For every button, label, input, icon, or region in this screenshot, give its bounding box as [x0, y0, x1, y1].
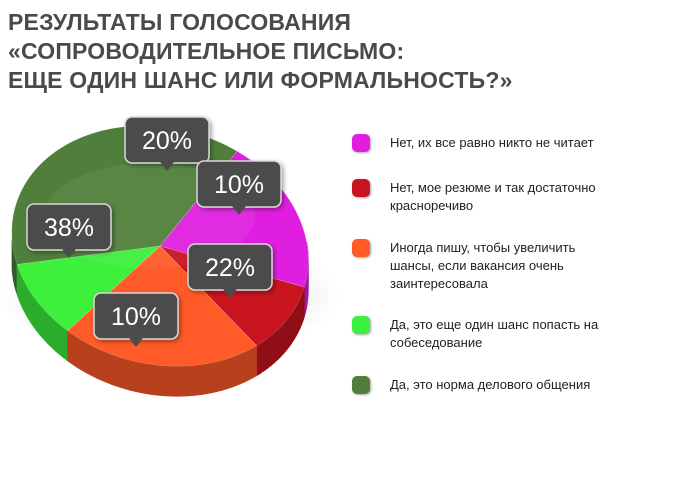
title-line-2: «СОПРОВОДИТЕЛЬНОЕ ПИСЬМО:: [8, 38, 405, 64]
title-line-1: РЕЗУЛЬТАТЫ ГОЛОСОВАНИЯ: [8, 9, 352, 35]
slice-label: 22%: [205, 254, 255, 282]
legend-swatch: [352, 376, 370, 394]
pie-slice: [16, 245, 161, 332]
legend-swatch: [352, 316, 370, 334]
legend-label: Да, это норма делового общения: [390, 377, 591, 392]
title-line-3: ЕЩЕ ОДИН ШАНС ИЛИ ФОРМАЛЬНОСТЬ?»: [8, 67, 513, 93]
legend-label: Нет, их все равно никто не читает: [390, 135, 594, 150]
chart-title: РЕЗУЛЬТАТЫ ГОЛОСОВАНИЯ «СОПРОВОДИТЕЛЬНОЕ…: [8, 8, 608, 95]
slice-callout: 10%: [196, 160, 282, 215]
legend-swatch: [352, 134, 370, 152]
legend-label: Нет, мое резюме и так достаточно краснор…: [390, 180, 596, 213]
slice-callout: 20%: [124, 116, 210, 171]
slice-label: 20%: [142, 127, 192, 155]
slice-label: 38%: [44, 214, 94, 242]
legend-swatch: [352, 239, 370, 257]
slice-label: 10%: [214, 171, 264, 199]
legend-label: Да, это еще один шанс попасть на собесед…: [390, 317, 599, 350]
slice-callout: 22%: [187, 243, 273, 298]
slice-label: 10%: [111, 303, 161, 331]
slice-callout: 10%: [93, 292, 179, 347]
legend-swatch: [352, 179, 370, 197]
slice-callout: 38%: [26, 203, 112, 258]
legend-label: Иногда пишу, чтобы увеличить шансы, если…: [390, 240, 576, 291]
